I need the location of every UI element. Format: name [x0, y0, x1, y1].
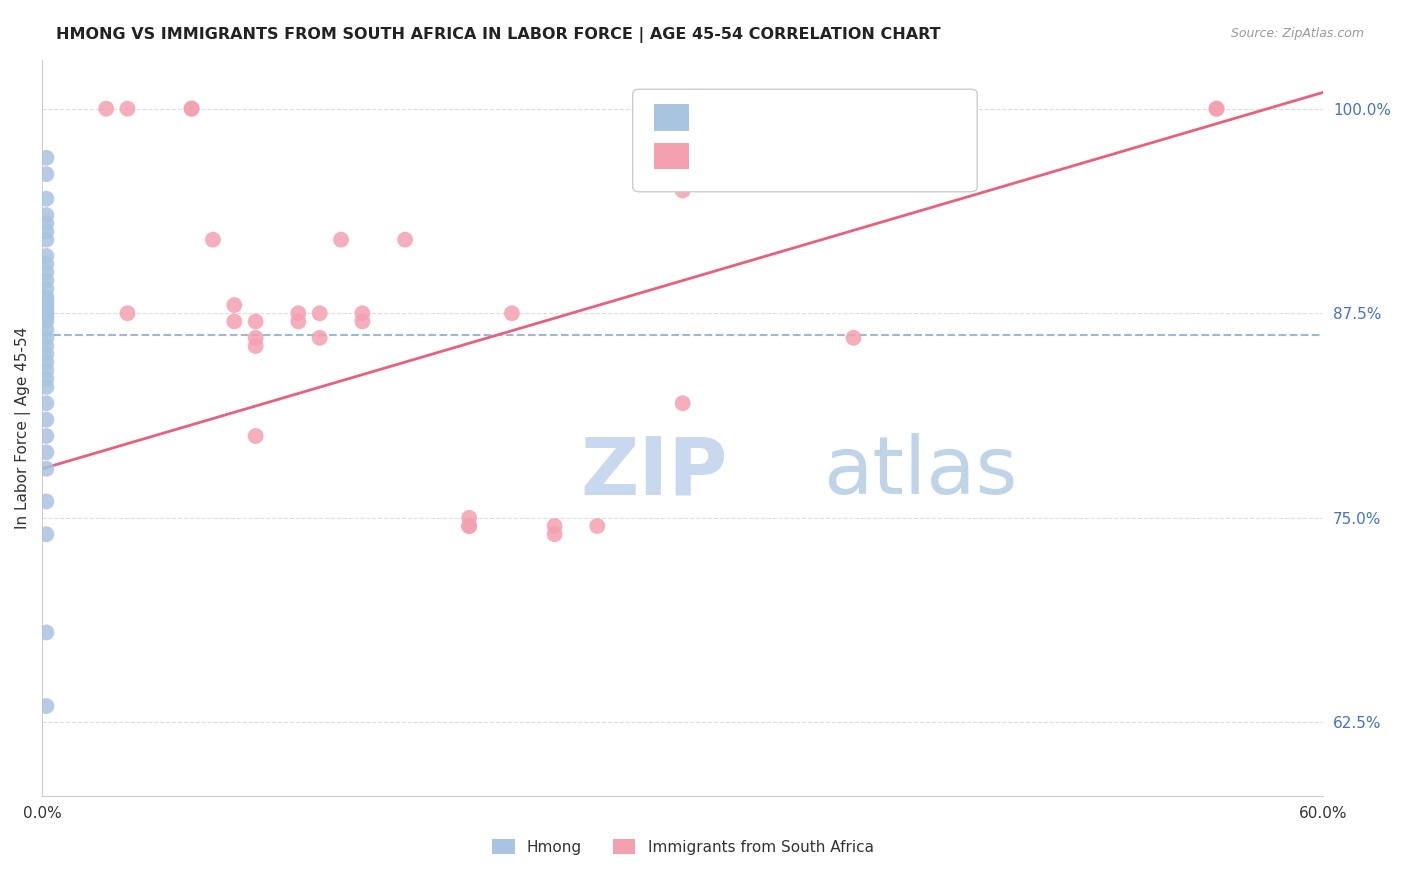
Point	[35, 265, 58, 279]
Point	[35, 301, 58, 316]
Legend: Hmong, Immigrants from South Africa: Hmong, Immigrants from South Africa	[492, 838, 873, 855]
Point	[35, 363, 58, 377]
Point	[180, 102, 202, 116]
Point	[35, 494, 58, 508]
Point	[352, 306, 374, 320]
Point	[394, 233, 416, 247]
Point	[330, 233, 353, 247]
Point	[35, 274, 58, 288]
Point	[672, 396, 695, 410]
Text: HMONG VS IMMIGRANTS FROM SOUTH AFRICA IN LABOR FORCE | AGE 45-54 CORRELATION CHA: HMONG VS IMMIGRANTS FROM SOUTH AFRICA IN…	[56, 27, 941, 43]
Point	[245, 314, 267, 328]
Point	[180, 102, 202, 116]
Text: R = 0.058: R = 0.058	[699, 110, 789, 128]
Point	[330, 838, 353, 852]
Point	[1205, 102, 1227, 116]
Point	[35, 323, 58, 337]
Point	[35, 314, 58, 328]
Point	[35, 208, 58, 222]
Point	[35, 412, 58, 426]
Point	[35, 249, 58, 263]
Point	[35, 527, 58, 541]
Point	[1205, 102, 1227, 116]
Point	[35, 339, 58, 353]
Point	[201, 233, 224, 247]
Point	[287, 314, 309, 328]
Point	[35, 699, 58, 714]
Point	[35, 224, 58, 238]
Point	[35, 298, 58, 312]
Point	[458, 511, 481, 525]
Point	[35, 216, 58, 230]
Point	[35, 462, 58, 476]
Point	[308, 306, 330, 320]
Point	[35, 167, 58, 181]
Point	[245, 339, 267, 353]
Point	[35, 192, 58, 206]
Point	[287, 306, 309, 320]
Point	[35, 294, 58, 309]
Point	[35, 304, 58, 318]
Text: N = 38: N = 38	[848, 110, 915, 128]
Text: Source: ZipAtlas.com: Source: ZipAtlas.com	[1230, 27, 1364, 40]
Point	[245, 429, 267, 443]
Point	[458, 519, 481, 533]
Point	[96, 102, 118, 116]
Point	[35, 293, 58, 308]
Point	[224, 298, 246, 312]
Point	[35, 355, 58, 369]
Point	[586, 519, 609, 533]
Point	[352, 314, 374, 328]
Point	[35, 396, 58, 410]
Point	[96, 888, 118, 892]
Point	[117, 306, 139, 320]
Point	[224, 314, 246, 328]
Point	[35, 311, 58, 326]
Text: ZIP: ZIP	[581, 433, 727, 511]
Point	[117, 102, 139, 116]
Point	[35, 625, 58, 640]
Point	[543, 527, 565, 541]
Point	[245, 331, 267, 345]
Point	[35, 429, 58, 443]
Point	[35, 151, 58, 165]
Text: N = 34: N = 34	[848, 145, 915, 163]
Point	[35, 445, 58, 459]
Point	[35, 290, 58, 304]
Point	[35, 233, 58, 247]
Point	[543, 519, 565, 533]
Point	[842, 331, 865, 345]
Point	[35, 372, 58, 386]
Point	[308, 331, 330, 345]
Text: R = 0.384: R = 0.384	[699, 145, 789, 163]
Y-axis label: In Labor Force | Age 45-54: In Labor Force | Age 45-54	[15, 326, 31, 529]
Point	[35, 380, 58, 394]
Point	[672, 184, 695, 198]
Point	[35, 331, 58, 345]
Point	[501, 306, 523, 320]
Text: atlas: atlas	[824, 433, 1018, 511]
Point	[35, 347, 58, 361]
Point	[35, 282, 58, 296]
Point	[35, 308, 58, 322]
Point	[458, 519, 481, 533]
Point	[35, 257, 58, 271]
